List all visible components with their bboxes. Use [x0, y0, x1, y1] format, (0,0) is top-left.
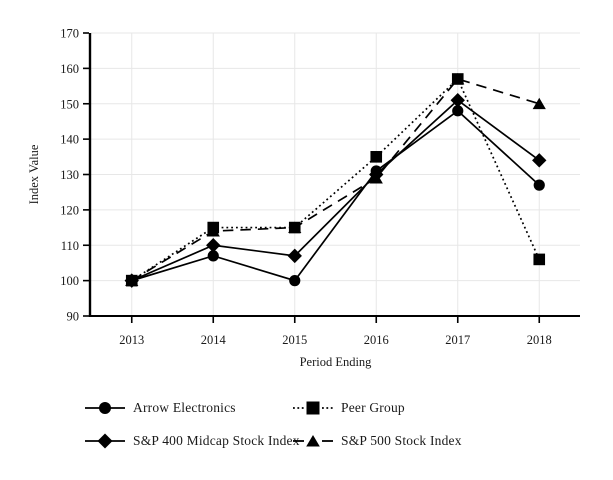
legend-circle-glyph: [99, 402, 111, 414]
marker-diamond: [287, 248, 302, 264]
marker-square: [207, 221, 220, 234]
marker-diamond: [450, 93, 465, 108]
x-tick-label: 2015: [282, 333, 307, 347]
marker-circle: [452, 105, 464, 117]
legend-marker-diamond: [85, 433, 125, 449]
legend-item-arrow-electronics: Arrow Electronics: [85, 398, 293, 418]
marker-square: [370, 151, 383, 163]
x-tick-label: 2016: [364, 333, 389, 347]
marker-diamond: [532, 153, 547, 168]
x-axis-title: Period Ending: [300, 355, 373, 369]
legend-marker-triangle: [293, 435, 333, 447]
y-tick-label: 150: [60, 97, 79, 111]
legend-label: Peer Group: [341, 400, 405, 415]
y-tick-label: 90: [67, 310, 80, 324]
y-tick-label: 170: [60, 27, 79, 41]
marker-square: [288, 221, 301, 234]
marker-square: [125, 274, 138, 287]
series-line-diamond: [131, 99, 540, 282]
marker-diamond: [206, 238, 221, 253]
legend-square-glyph: [306, 401, 320, 415]
y-tick-label: 110: [61, 239, 79, 253]
marker-circle: [289, 275, 301, 287]
chart-legend: Arrow Electronics Peer Group S&P 400 Mid…: [85, 398, 462, 451]
series-line-circle: [131, 109, 540, 282]
y-axis-title: Index Value: [27, 144, 41, 204]
legend-triangle-glyph: [306, 435, 320, 447]
legend-label: S&P 500 Stock Index: [341, 433, 462, 448]
series-line-triangle: [131, 78, 540, 282]
x-tick-label: 2014: [201, 333, 227, 347]
legend-item-peer-group: Peer Group: [293, 398, 462, 418]
marker-square: [451, 73, 464, 85]
y-tick-label: 140: [60, 133, 79, 147]
legend-diamond-glyph: [97, 433, 113, 449]
marker-circle: [533, 179, 545, 191]
legend-label: Arrow Electronics: [133, 400, 236, 415]
y-tick-label: 130: [60, 168, 79, 182]
y-tick-label: 100: [60, 274, 79, 288]
legend-marker-square: [293, 401, 333, 415]
x-tick-label: 2017: [445, 333, 470, 347]
marker-square: [533, 253, 546, 266]
legend-item-sp400-midcap: S&P 400 Midcap Stock Index: [85, 431, 300, 451]
legend-item-sp500: S&P 500 Stock Index: [293, 431, 462, 451]
y-tick-label: 120: [60, 203, 79, 217]
x-tick-label: 2018: [527, 333, 552, 347]
legend-marker-circle: [85, 402, 125, 414]
marker-circle: [207, 250, 219, 262]
legend-label: S&P 400 Midcap Stock Index: [133, 433, 300, 448]
marker-circle: [370, 165, 382, 177]
x-tick-label: 2013: [119, 333, 144, 347]
y-tick-label: 160: [60, 62, 79, 76]
marker-triangle: [532, 97, 546, 110]
series-line-square: [131, 77, 541, 282]
